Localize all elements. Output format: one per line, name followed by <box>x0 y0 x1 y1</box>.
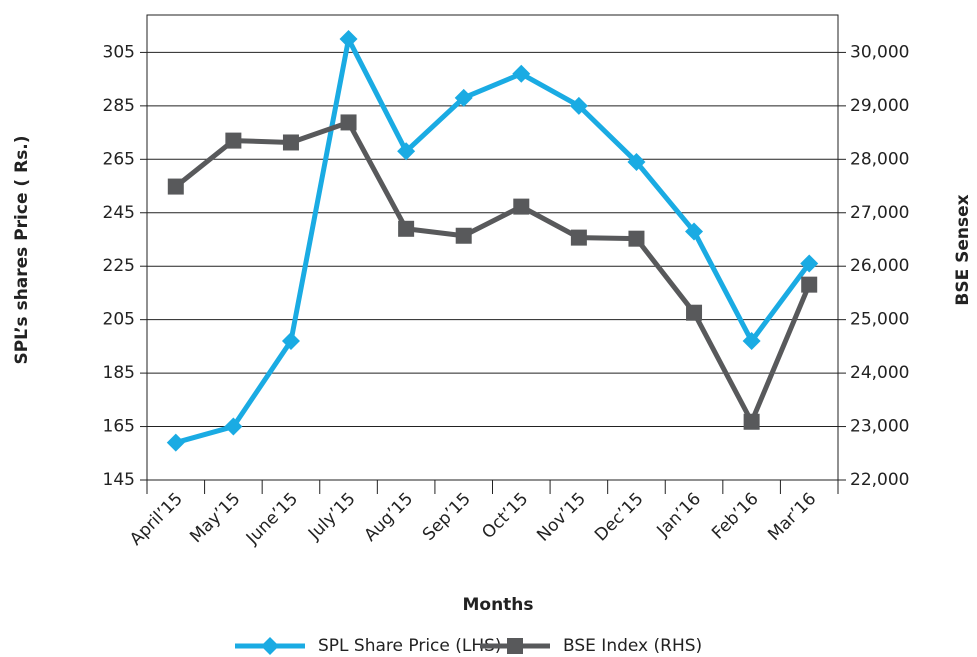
legend-label: SPL Share Price (LHS) <box>318 636 502 656</box>
point <box>454 88 473 107</box>
point <box>167 178 184 195</box>
point <box>166 433 185 452</box>
y2-tick-label: 25,000 <box>850 310 909 330</box>
y-tick-label: 145 <box>103 470 135 490</box>
y-tick-label: 225 <box>103 256 135 276</box>
y2-tick-label: 27,000 <box>850 203 909 223</box>
y-tick-label: 305 <box>103 42 135 62</box>
y2-tick-label: 24,000 <box>850 363 909 383</box>
x-tick-label: Nov’15 <box>533 489 590 546</box>
point <box>282 134 299 151</box>
series-line <box>174 119 812 425</box>
y-tick-label: 245 <box>103 203 135 223</box>
point <box>569 96 588 115</box>
legend-marker <box>507 638 523 654</box>
point <box>225 132 242 149</box>
y2-axis-label: BSE Sensex <box>953 194 973 305</box>
x-tick-label: Aug’15 <box>360 489 417 546</box>
y-tick-label: 205 <box>103 310 135 330</box>
y-tick-label: 185 <box>103 363 135 383</box>
x-tick-label: May’15 <box>186 489 244 547</box>
point <box>627 152 646 171</box>
point <box>455 227 472 244</box>
point <box>397 142 416 161</box>
y-axis-label: SPL’s shares Price ( Rs.) <box>12 135 32 364</box>
y2-tick-label: 28,000 <box>850 149 909 169</box>
point <box>743 413 760 430</box>
x-tick-label: Jan’16 <box>653 489 706 542</box>
x-tick-label: Mar’16 <box>764 489 820 545</box>
point <box>398 220 415 237</box>
x-tick-label: Sep’15 <box>419 489 475 545</box>
x-tick-label: April’15 <box>126 489 187 550</box>
y2-tick-label: 23,000 <box>850 417 909 437</box>
series-line <box>175 36 812 445</box>
point <box>742 332 761 351</box>
point <box>800 254 819 273</box>
point <box>685 222 704 241</box>
point <box>570 229 587 246</box>
y-tick-label: 285 <box>103 96 135 116</box>
point <box>801 276 818 293</box>
x-tick-label: June’15 <box>242 489 302 549</box>
x-tick-label: July’15 <box>304 489 360 545</box>
point <box>340 114 357 131</box>
x-axis-label: Months <box>462 595 533 615</box>
legend-marker <box>261 637 279 655</box>
point <box>512 64 531 83</box>
point <box>339 30 358 49</box>
point <box>628 230 645 247</box>
y-tick-label: 265 <box>103 149 135 169</box>
y2-tick-label: 29,000 <box>850 96 909 116</box>
legend-label: BSE Index (RHS) <box>563 636 702 656</box>
point <box>686 304 703 321</box>
point <box>224 417 243 436</box>
y2-tick-label: 26,000 <box>850 256 909 276</box>
y-tick-label: 165 <box>103 417 135 437</box>
x-tick-label: Dec’15 <box>591 489 648 546</box>
y2-tick-label: 22,000 <box>850 470 909 490</box>
x-tick-label: Oct’15 <box>478 489 532 543</box>
y2-tick-label: 30,000 <box>850 42 909 62</box>
point <box>281 332 300 351</box>
x-tick-label: Feb’16 <box>708 489 763 544</box>
point <box>513 198 530 215</box>
